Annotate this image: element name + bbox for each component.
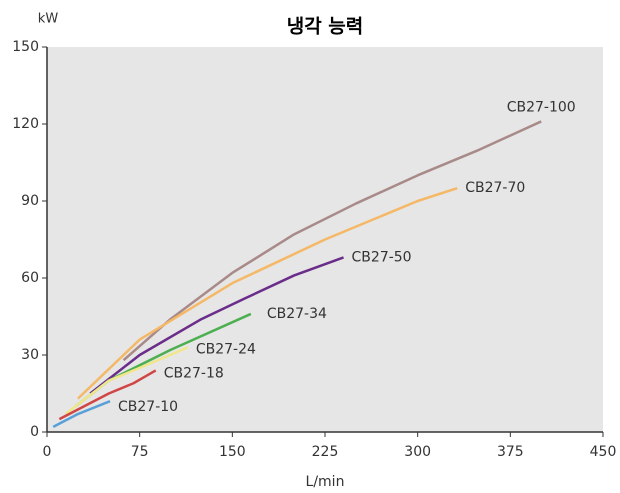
series-line: [89, 256, 344, 395]
y-tick-label: 90: [21, 193, 39, 209]
series-line: [122, 120, 542, 362]
series-line: [58, 369, 157, 421]
chart-title: 냉각 능력: [287, 16, 364, 38]
series-label: CB27-50: [352, 249, 412, 265]
y-tick-label: 120: [12, 116, 39, 132]
x-tick-label: 225: [312, 444, 339, 460]
series-label: CB27-18: [164, 365, 224, 381]
x-tick-label: 375: [497, 444, 524, 460]
x-tick-label: 300: [404, 444, 431, 460]
y-axis-label: kW: [38, 12, 59, 27]
y-tick-label: 150: [12, 39, 39, 55]
series-label: CB27-100: [507, 99, 576, 115]
x-tick-label: 150: [219, 444, 246, 460]
y-tick-label: 0: [30, 424, 39, 440]
x-axis-label: L/min: [306, 474, 345, 490]
x-tick-label: 0: [43, 444, 52, 460]
series-label: CB27-34: [267, 306, 327, 322]
series-label: CB27-24: [196, 341, 256, 357]
x-tick-label: 75: [131, 444, 149, 460]
y-tick-label: 30: [21, 347, 39, 363]
y-tick-label: 60: [21, 270, 39, 286]
x-tick-label: 450: [590, 444, 617, 460]
series-line: [52, 400, 111, 428]
series-label: CB27-70: [465, 180, 525, 196]
series-label: CB27-10: [118, 399, 178, 415]
series-line: [64, 346, 189, 416]
series-line: [77, 186, 458, 400]
